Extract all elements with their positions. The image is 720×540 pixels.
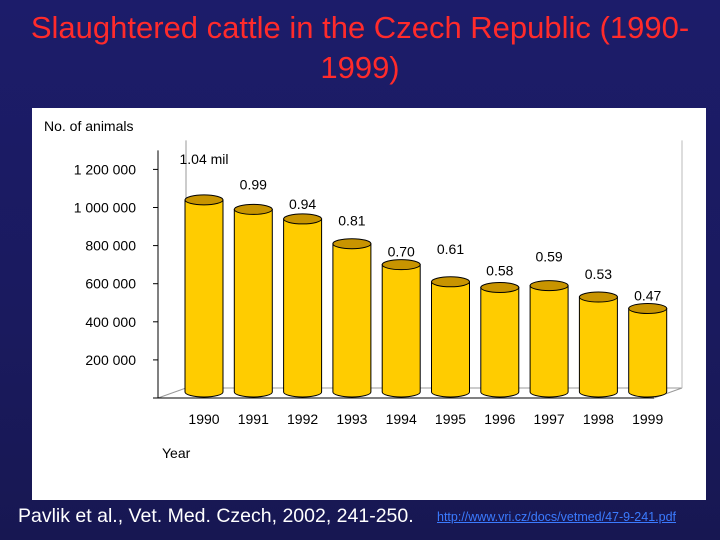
x-tick-label: 1997: [534, 411, 565, 427]
x-tick-label: 1991: [238, 411, 269, 427]
bar-body: [578, 296, 618, 398]
data-label: 0.99: [240, 176, 267, 192]
x-tick-label: 1990: [188, 411, 219, 427]
bar-top: [578, 291, 618, 303]
data-label: 0.53: [585, 266, 612, 282]
x-tick-label: 1996: [484, 411, 515, 427]
bar: [431, 276, 470, 398]
bar-chart: No. of animals Year 200 000 400 000 600 00…: [44, 118, 683, 461]
bar-body: [283, 218, 323, 398]
data-label: 0.61: [437, 241, 464, 257]
bar-top: [628, 302, 668, 314]
back-wall-edge: [157, 140, 187, 399]
slide-title-line2: 1999): [320, 50, 400, 85]
bar: [283, 213, 323, 398]
x-tick-label: 1998: [583, 411, 614, 427]
bar-body: [332, 243, 372, 398]
bar: [233, 203, 273, 398]
bar-body: [381, 264, 421, 398]
bar-top: [480, 282, 520, 294]
bar-body: [184, 199, 224, 398]
bar-top: [233, 203, 273, 215]
x-tick-label: 1992: [287, 411, 318, 427]
y-tick-label: 400 000: [85, 314, 136, 330]
bar: [578, 291, 618, 398]
bar-top: [381, 259, 421, 271]
chart-labels: 1990 1.04 mil 1991 0.99 1992 0.94 1993 0.81 1994…: [179, 151, 663, 427]
bar: [529, 280, 569, 398]
x-tick-label: 1994: [386, 411, 417, 427]
data-label: 0.58: [486, 263, 513, 279]
bar-body: [233, 208, 273, 398]
data-label: 1.04 mil: [179, 151, 228, 167]
y-tick-label: 1 200 000: [74, 161, 136, 177]
bar-top: [184, 194, 224, 206]
chart-bars: [184, 194, 668, 398]
y-tick-label: 600 000: [85, 276, 136, 292]
chart-panel: No. of animals Year 200 000 400 000 600 00…: [32, 108, 706, 500]
bar-body: [480, 287, 520, 398]
data-label: 0.94: [289, 196, 316, 212]
x-tick-label: 1995: [435, 411, 466, 427]
slide-title-line1: Slaughtered cattle in the Czech Republic…: [30, 10, 690, 45]
data-label: 0.59: [535, 249, 562, 265]
data-label: 0.81: [338, 213, 365, 229]
bar-top: [529, 280, 569, 292]
bar: [480, 282, 520, 398]
bar: [184, 194, 224, 398]
bar-top: [332, 238, 372, 250]
y-tick-label: 800 000: [85, 238, 136, 254]
x-axis-label: Year: [162, 445, 191, 461]
y-tick-label: 1 000 000: [74, 200, 136, 216]
y-axis-label: No. of animals: [44, 118, 133, 134]
bar-body: [431, 281, 470, 398]
bar-top: [431, 276, 470, 288]
data-label: 0.70: [388, 244, 415, 260]
bar: [628, 302, 668, 398]
citation: Pavlik et al., Vet. Med. Czech, 2002, 24…: [18, 505, 414, 527]
slide-title: Slaughtered cattle in the Czech Republic…: [0, 8, 720, 88]
x-tick-label: 1993: [336, 411, 367, 427]
data-label: 0.47: [634, 287, 661, 303]
bar-body: [529, 285, 569, 398]
bar-top: [283, 213, 323, 225]
x-tick-label: 1999: [632, 411, 663, 427]
bar: [381, 259, 421, 398]
bar-body: [628, 307, 668, 398]
y-tick-label: 200 000: [85, 352, 136, 368]
source-link[interactable]: http://www.vri.cz/docs/vetmed/47-9-241.p…: [437, 510, 676, 524]
bar: [332, 238, 372, 398]
